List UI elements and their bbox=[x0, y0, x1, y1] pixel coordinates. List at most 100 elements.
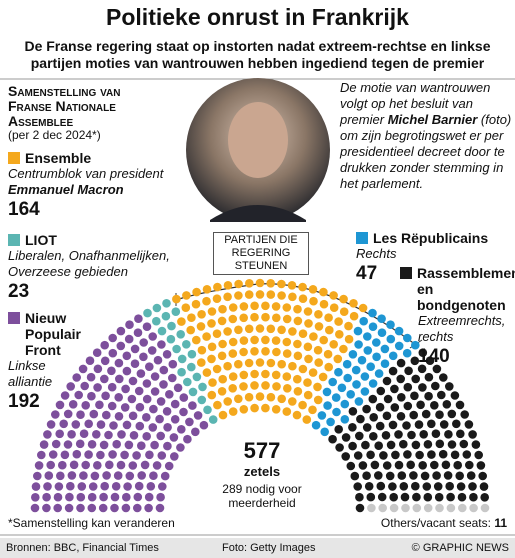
seat bbox=[432, 471, 441, 480]
seat bbox=[198, 382, 207, 392]
seat bbox=[87, 492, 97, 502]
seat bbox=[339, 307, 349, 317]
seat bbox=[108, 333, 117, 343]
seat bbox=[386, 440, 396, 450]
seat bbox=[283, 384, 292, 393]
seat bbox=[46, 460, 55, 470]
seat bbox=[130, 344, 140, 354]
seat bbox=[464, 420, 474, 429]
seat bbox=[363, 346, 373, 355]
seat bbox=[250, 403, 259, 413]
seat bbox=[78, 364, 88, 374]
seat-group bbox=[30, 314, 209, 513]
seat bbox=[389, 503, 399, 513]
seat bbox=[277, 279, 286, 289]
seat bbox=[93, 383, 102, 392]
seat bbox=[356, 414, 365, 424]
seat bbox=[116, 341, 126, 351]
seat bbox=[480, 503, 490, 513]
seat bbox=[55, 400, 65, 410]
seat bbox=[161, 311, 171, 321]
seat bbox=[159, 380, 168, 389]
legend-label: Les Rëpublicains bbox=[373, 230, 489, 246]
seat bbox=[329, 291, 338, 300]
seat bbox=[324, 313, 333, 323]
seat bbox=[424, 372, 434, 382]
seat bbox=[37, 450, 46, 460]
legend-description: Linkse alliantie bbox=[8, 358, 53, 389]
seat bbox=[182, 291, 191, 300]
seat bbox=[112, 439, 121, 449]
seat bbox=[303, 378, 312, 387]
seat bbox=[121, 384, 130, 394]
seat bbox=[107, 401, 117, 411]
seat bbox=[79, 429, 89, 439]
seat bbox=[369, 413, 379, 422]
seat bbox=[188, 401, 197, 410]
seat bbox=[208, 415, 218, 424]
seat bbox=[255, 392, 265, 401]
seat bbox=[453, 460, 463, 470]
seat bbox=[439, 420, 449, 429]
seat bbox=[410, 356, 420, 366]
seat bbox=[169, 433, 179, 442]
seat bbox=[67, 430, 76, 439]
seat bbox=[172, 294, 181, 304]
seat bbox=[76, 492, 86, 502]
seat bbox=[363, 332, 372, 341]
seat bbox=[282, 372, 292, 381]
seat bbox=[348, 423, 357, 432]
seat bbox=[271, 405, 281, 414]
seat bbox=[442, 400, 452, 409]
seat bbox=[133, 492, 143, 502]
seat bbox=[177, 367, 186, 377]
seat bbox=[58, 460, 67, 470]
seat bbox=[107, 366, 116, 376]
legend-description: Liberalen, Onafhanmelijken, Overzeese ge… bbox=[8, 248, 170, 279]
seat bbox=[122, 366, 132, 376]
seat bbox=[88, 482, 98, 491]
seat bbox=[137, 441, 146, 451]
seat bbox=[432, 364, 442, 374]
seat bbox=[447, 440, 457, 449]
seat bbox=[441, 460, 451, 470]
seat bbox=[255, 278, 265, 288]
seat bbox=[142, 379, 152, 388]
seat bbox=[427, 450, 436, 459]
seat bbox=[415, 450, 424, 460]
seat bbox=[366, 450, 375, 460]
seat bbox=[64, 503, 74, 513]
seat bbox=[313, 345, 323, 355]
footer: Bronnen: BBC, Financial Times Foto: Gett… bbox=[0, 538, 515, 558]
seat bbox=[208, 378, 217, 387]
footnote: *Samenstelling kan veranderen bbox=[8, 516, 175, 530]
seat bbox=[360, 387, 370, 396]
seat bbox=[31, 482, 41, 491]
seat bbox=[298, 294, 308, 304]
seat bbox=[122, 492, 131, 502]
seat bbox=[96, 420, 106, 429]
seat bbox=[422, 482, 432, 491]
seat bbox=[423, 492, 433, 502]
seat bbox=[239, 313, 248, 323]
seat bbox=[380, 359, 390, 369]
seat bbox=[163, 423, 172, 432]
seat bbox=[193, 411, 203, 420]
seat bbox=[53, 492, 63, 502]
seat bbox=[68, 400, 78, 409]
seat bbox=[117, 430, 126, 439]
seat bbox=[452, 419, 461, 429]
seat bbox=[292, 410, 302, 420]
seat bbox=[159, 365, 169, 375]
seat bbox=[69, 460, 79, 470]
seat bbox=[403, 382, 413, 392]
seat bbox=[79, 471, 88, 480]
seat bbox=[375, 402, 385, 412]
seat bbox=[314, 322, 324, 331]
seat bbox=[376, 481, 386, 491]
seat bbox=[339, 294, 348, 304]
seat bbox=[255, 290, 265, 299]
seat bbox=[42, 503, 51, 513]
seat bbox=[60, 391, 70, 400]
seat bbox=[212, 294, 222, 304]
